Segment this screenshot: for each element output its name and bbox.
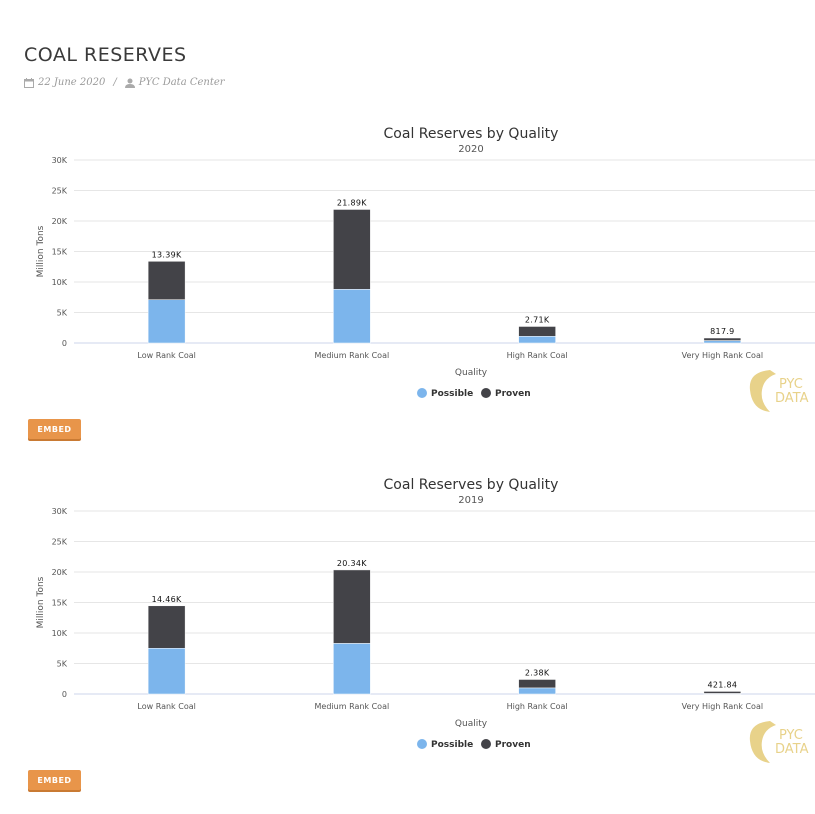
x-tick-label: High Rank Coal [507, 351, 568, 360]
data-label: 20.34K [337, 559, 367, 568]
bar-possible[interactable] [518, 336, 556, 344]
bar-possible[interactable] [147, 299, 186, 344]
legend-item-proven[interactable]: Proven [495, 389, 531, 399]
x-axis-label: Quality [455, 719, 488, 729]
chart-title: Coal Reserves by Quality [384, 477, 559, 493]
bar-proven[interactable] [703, 691, 742, 694]
bar-proven[interactable] [147, 605, 186, 649]
y-tick-label: 20K [52, 217, 68, 226]
y-axis-label: Million Tons [36, 576, 46, 628]
data-label: 14.46K [152, 595, 182, 604]
y-tick-label: 10K [52, 629, 68, 638]
legend-marker[interactable] [481, 739, 491, 749]
data-label: 21.89K [337, 198, 367, 207]
x-tick-label: Medium Rank Coal [315, 702, 390, 711]
bar-possible[interactable] [703, 340, 742, 344]
bar-proven[interactable] [333, 209, 371, 290]
y-tick-label: 25K [52, 187, 68, 196]
y-tick-label: 15K [52, 599, 68, 608]
x-tick-label: Low Rank Coal [137, 351, 195, 360]
bar-possible[interactable] [333, 289, 371, 344]
y-tick-label: 5K [57, 660, 68, 669]
embed-button[interactable]: EMBED [28, 419, 81, 439]
page-title: COAL RESERVES [24, 44, 187, 66]
chart-title: Coal Reserves by Quality [384, 126, 559, 142]
x-tick-label: Medium Rank Coal [315, 351, 390, 360]
chart-2019: Coal Reserves by Quality 2019 0 5K 10K 15K 20K… [0, 471, 815, 771]
bar-proven[interactable] [333, 569, 371, 644]
chart-plot: Coal Reserves by Quality 2020 0 5K 10K 15K 20K… [36, 126, 815, 412]
legend-item-possible[interactable]: Possible [431, 389, 473, 399]
calendar-icon [24, 77, 34, 88]
x-tick-label: Very High Rank Coal [682, 351, 763, 360]
logo-text: PYC [779, 377, 803, 392]
y-tick-label: 30K [52, 156, 68, 165]
post-author: PYC Data Center [138, 77, 225, 88]
x-tick-label: High Rank Coal [507, 702, 568, 711]
data-label: 421.84 [707, 680, 737, 689]
x-tick-label: Very High Rank Coal [682, 702, 763, 711]
chart-plot: Coal Reserves by Quality 2019 0 5K 10K 15K 20K… [36, 477, 815, 763]
legend-marker[interactable] [417, 388, 427, 398]
data-label: 13.39K [152, 250, 182, 259]
embed-button[interactable]: EMBED [28, 770, 81, 790]
y-tick-label: 20K [52, 568, 68, 577]
logo-text: DATA [775, 742, 809, 757]
chart-2020: Coal Reserves by Quality 2020 0 5K 10K 15K 20K… [0, 120, 815, 420]
y-tick-label: 0 [62, 690, 67, 699]
chart-subtitle: 2019 [458, 495, 483, 506]
y-tick-label: 0 [62, 339, 67, 348]
post-date: 22 June 2020 [38, 77, 106, 88]
bar-possible[interactable] [518, 687, 556, 695]
bar-proven[interactable] [703, 337, 742, 341]
data-label: 817.9 [710, 327, 734, 336]
legend-item-possible[interactable]: Possible [431, 740, 473, 750]
data-label: 2.38K [525, 668, 550, 677]
meta-separator: / [113, 77, 117, 88]
bar-proven[interactable] [518, 326, 556, 337]
bar-possible[interactable] [147, 648, 186, 695]
bar-proven[interactable] [147, 261, 186, 300]
y-tick-label: 25K [52, 538, 68, 547]
legend-marker[interactable] [417, 739, 427, 749]
y-tick-label: 10K [52, 278, 68, 287]
y-axis-label: Million Tons [36, 225, 46, 277]
x-tick-label: Low Rank Coal [137, 702, 195, 711]
logo-text: PYC [779, 728, 803, 743]
chart-subtitle: 2020 [458, 144, 483, 155]
logo-text: DATA [775, 391, 809, 406]
bar-proven[interactable] [518, 679, 556, 689]
x-axis-label: Quality [455, 368, 488, 378]
data-label: 2.71K [525, 315, 550, 324]
y-tick-label: 30K [52, 507, 68, 516]
legend-marker[interactable] [481, 388, 491, 398]
user-icon [124, 78, 135, 88]
y-tick-label: 5K [57, 309, 68, 318]
legend-item-proven[interactable]: Proven [495, 740, 531, 750]
post-meta: 22 June 2020 / PYC Data Center [24, 77, 225, 88]
bar-possible[interactable] [333, 643, 371, 695]
y-tick-label: 15K [52, 248, 68, 257]
